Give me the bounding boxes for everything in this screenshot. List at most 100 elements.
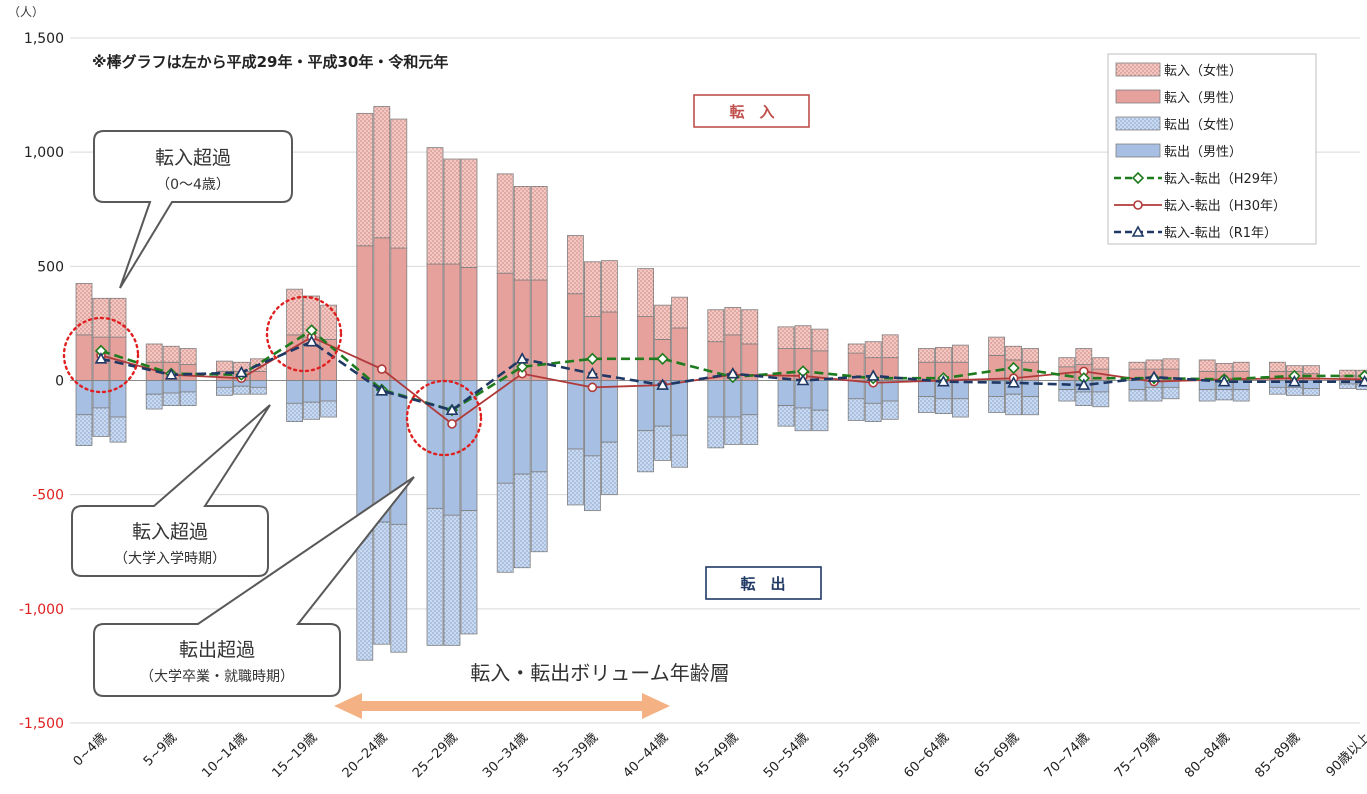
inflow-label: 転 入 bbox=[729, 103, 774, 121]
bar-inflow-female bbox=[741, 309, 759, 345]
bar-inflow-female bbox=[794, 325, 812, 349]
bar-outflow-female bbox=[601, 441, 618, 496]
bar-inflow-female bbox=[1303, 365, 1320, 375]
bar-inflow-male bbox=[601, 311, 618, 381]
highlight-circles bbox=[62, 295, 483, 457]
volume-age-label: 転入・転出ボリューム年齢層 bbox=[470, 661, 729, 685]
y-tick-label: -1,000 bbox=[19, 602, 64, 618]
bar-outflow-female bbox=[707, 416, 725, 449]
bar-outflow-male bbox=[109, 380, 127, 418]
legend-label: 転出（男性） bbox=[1164, 145, 1242, 160]
legend-marker bbox=[1131, 171, 1145, 185]
bar-inflow-female bbox=[1269, 361, 1286, 372]
bar-outflow-male bbox=[567, 380, 584, 450]
bar-outflow-female bbox=[320, 400, 338, 418]
net-point bbox=[866, 369, 880, 381]
bar-inflow-male bbox=[286, 334, 304, 381]
net-point bbox=[1288, 374, 1301, 387]
bar-outflow-female bbox=[918, 396, 935, 413]
bar-outflow-female bbox=[881, 400, 899, 420]
bar-outflow-female bbox=[1005, 393, 1022, 416]
x-tick-label: 30~34歳 bbox=[480, 730, 531, 781]
net-point bbox=[586, 367, 599, 379]
legend-swatch bbox=[1115, 62, 1161, 77]
y-tick-label: -1,500 bbox=[19, 716, 64, 732]
highlight-circle-15-19 bbox=[265, 295, 343, 373]
bar-inflow-female bbox=[1058, 357, 1076, 368]
bar-outflow-female bbox=[1022, 396, 1039, 416]
bar-outflow-male bbox=[847, 380, 865, 400]
bar-inflow-female bbox=[811, 328, 829, 352]
net-point bbox=[447, 419, 457, 429]
net-point bbox=[376, 364, 387, 374]
net-point bbox=[1358, 374, 1367, 387]
legend-label: 転入（女性） bbox=[1164, 63, 1242, 79]
callout-university-entry: 転入超過 （大学入学時期） bbox=[71, 404, 271, 577]
net-point bbox=[1217, 374, 1231, 387]
bar-outflow-female bbox=[373, 521, 391, 645]
y-tick-label: -500 bbox=[32, 488, 64, 504]
net-point bbox=[1077, 378, 1091, 390]
bar-outflow-female bbox=[741, 414, 759, 445]
bar-inflow-male bbox=[249, 370, 267, 381]
bar-inflow-female bbox=[1162, 358, 1180, 370]
bar-outflow-female bbox=[92, 407, 110, 437]
bar-outflow-female bbox=[988, 396, 1005, 413]
bar-inflow-female bbox=[373, 106, 391, 239]
bar-outflow-female bbox=[1339, 383, 1356, 389]
bar-inflow-male bbox=[460, 267, 478, 381]
bar-outflow-male bbox=[741, 380, 759, 416]
net-point bbox=[1007, 361, 1020, 375]
bar-outflow-female bbox=[530, 471, 548, 553]
bar-outflow-female bbox=[654, 425, 671, 461]
legend-marker bbox=[1133, 200, 1143, 210]
net-point bbox=[1147, 370, 1161, 382]
bar-outflow-female bbox=[1075, 391, 1093, 407]
net-line-2 bbox=[94, 335, 1367, 415]
net-point bbox=[937, 374, 950, 387]
legend: 転入（女性） 転入（男性） 転出（女性） 転出（男性） 転入-転出（H29年） 転入-転出… bbox=[1107, 53, 1317, 245]
bar-outflow-female bbox=[145, 393, 163, 410]
bar-inflow-female bbox=[513, 186, 531, 281]
bar-outflow-female bbox=[390, 523, 408, 653]
bar-outflow-male bbox=[145, 380, 163, 395]
callout-0-4-subtitle: （0～4歳） bbox=[156, 177, 230, 193]
bar-inflow-male bbox=[75, 334, 93, 381]
callout-graduation-subtitle: （大学卒業・就職時期） bbox=[140, 669, 294, 685]
bar-outflow-female bbox=[584, 455, 601, 512]
bar-outflow-male bbox=[249, 380, 267, 388]
bar-inflow-male bbox=[811, 350, 829, 381]
legend-swatch bbox=[1115, 89, 1161, 104]
x-tick-label: 50~54歳 bbox=[761, 730, 812, 781]
bar-inflow-female bbox=[179, 348, 197, 365]
bar-outflow-male bbox=[92, 380, 110, 409]
bar-inflow-female bbox=[601, 260, 618, 313]
bar-outflow-male bbox=[1198, 380, 1216, 391]
bar-inflow-male bbox=[373, 237, 391, 381]
net-point bbox=[1007, 376, 1020, 388]
bar-outflow-male bbox=[601, 380, 618, 443]
highlight-circle-0-4 bbox=[62, 316, 140, 394]
x-tick-label: 5~9歳 bbox=[141, 730, 180, 769]
bar-inflow-female bbox=[1198, 359, 1216, 372]
bar-inflow-male bbox=[179, 364, 197, 381]
bar-inflow-male bbox=[496, 272, 514, 381]
outflow-label: 転 出 bbox=[740, 575, 785, 593]
legend-label: 転入-転出（H30年） bbox=[1164, 199, 1286, 214]
x-tick-label: 60~64歳 bbox=[901, 730, 952, 781]
bar-inflow-female bbox=[356, 112, 374, 247]
bar-outflow-female bbox=[109, 416, 127, 443]
legend-label: 転入（男性） bbox=[1164, 91, 1242, 106]
bar-outflow-male bbox=[303, 380, 321, 403]
bar-outflow-female bbox=[811, 409, 829, 432]
bar-inflow-female bbox=[75, 283, 93, 336]
net-point bbox=[516, 360, 529, 373]
bar-inflow-female bbox=[496, 173, 514, 274]
bar-inflow-female bbox=[637, 268, 654, 317]
x-tick-label: 15~19歳 bbox=[270, 730, 321, 781]
net-point bbox=[586, 352, 599, 365]
callout-0-4: 転入超過 （0～4歳） bbox=[93, 130, 293, 289]
x-tick-label: 70~74歳 bbox=[1042, 730, 1093, 781]
bar-outflow-male bbox=[75, 380, 93, 416]
